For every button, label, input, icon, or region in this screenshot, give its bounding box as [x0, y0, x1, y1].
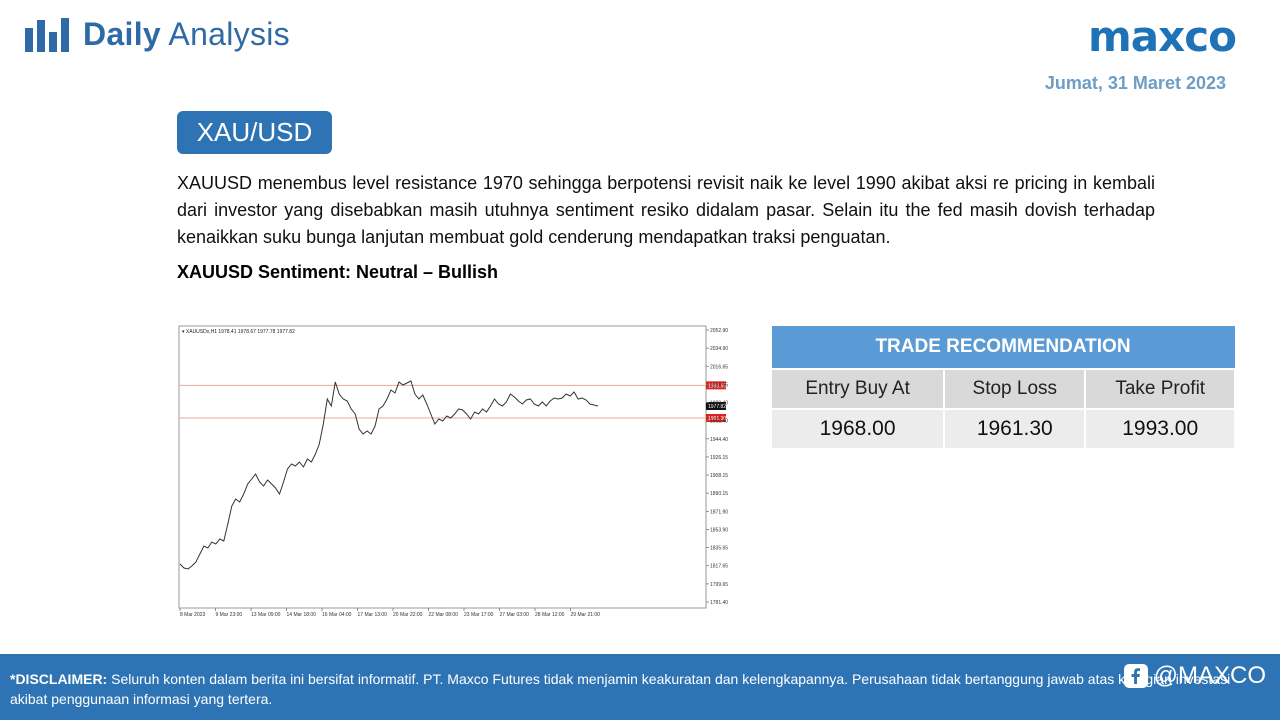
x-tick-label: 16 Mar 04:00: [322, 612, 352, 617]
entry-value: 1968.00: [769, 408, 946, 450]
chart-header: ▾ XAUUSDx,H1 1978.41 1978.67 1977.78 197…: [182, 329, 295, 335]
header-title-rest: Analysis: [168, 16, 290, 52]
brand-logo: maxco: [1088, 12, 1237, 61]
x-tick-label: 8 Mar 2023: [180, 612, 206, 617]
bar-chart-icon: [25, 17, 69, 52]
y-tick-label: 1835.65: [710, 546, 728, 552]
y-tick-label: 1871.90: [710, 509, 728, 515]
x-tick-label: 27 Mar 03:00: [500, 612, 530, 617]
price-series-line: [179, 380, 599, 570]
y-tick-label: 2016.65: [710, 364, 728, 370]
x-tick-label: 22 Mar 08:00: [429, 612, 459, 617]
header-logo: Daily Analysis: [25, 16, 290, 53]
level-tag-label: 1961.30: [708, 416, 726, 422]
x-tick-label: 28 Mar 12:00: [535, 612, 565, 617]
y-tick-label: 1926.15: [710, 455, 728, 461]
y-tick-label: 2052.90: [710, 328, 728, 334]
current-price-tag: [706, 402, 726, 410]
x-tick-label: 13 Mar 09:00: [251, 612, 281, 617]
col-take-profit: Take Profit: [1084, 368, 1236, 410]
y-tick-label: 1980.40: [710, 401, 728, 407]
chart-frame: [178, 325, 707, 609]
header-title-bold: Daily: [83, 16, 161, 52]
level-tag-label: 1998.65: [708, 383, 726, 389]
facebook-icon: [1123, 664, 1148, 688]
y-tick-label: 1998.65: [710, 382, 728, 388]
x-tick-label: 17 Mar 13:00: [358, 612, 388, 617]
y-tick-label: 1817.65: [710, 564, 728, 570]
pair-badge: XAU/USD: [177, 111, 332, 154]
report-date: Jumat, 31 Maret 2023: [1044, 73, 1226, 93]
current-price-label: 1977.82: [708, 404, 726, 410]
disclaimer-text: Seluruh konten dalam berita ini bersifat…: [10, 671, 1231, 707]
header-title: Daily Analysis: [83, 16, 290, 53]
x-tick-label: 23 Mar 17:00: [464, 612, 494, 617]
stop-loss-value: 1961.30: [943, 408, 1087, 450]
y-tick-label: 1890.15: [710, 491, 728, 497]
y-tick-label: 1799.65: [710, 582, 728, 588]
y-tick-label: 1962.40: [710, 419, 728, 425]
x-tick-label: 20 Mar 22:00: [393, 612, 423, 617]
col-stop-loss: Stop Loss: [943, 368, 1087, 410]
social-handle-box[interactable]: @MAXCO: [1123, 662, 1266, 690]
take-profit-value: 1993.00: [1084, 408, 1236, 450]
y-tick-label: 1781.40: [710, 600, 728, 606]
level-tag: [706, 381, 726, 390]
x-tick-label: 9 Mar 23:00: [216, 612, 243, 617]
footer: *DISCLAIMER: Seluruh konten dalam berita…: [0, 654, 1280, 720]
trade-title: TRADE RECOMMENDATION: [770, 325, 1236, 370]
y-tick-label: 1944.40: [710, 437, 728, 443]
level-tag: [706, 414, 726, 422]
disclaimer: *DISCLAIMER: Seluruh konten dalam berita…: [10, 669, 1240, 709]
col-entry: Entry Buy At: [769, 368, 946, 410]
x-tick-label: 29 Mar 21:00: [571, 612, 601, 617]
y-tick-label: 1908.15: [710, 473, 728, 479]
y-tick-label: 2034.90: [710, 346, 728, 352]
trade-recommendation-table: TRADE RECOMMENDATION Entry Buy At Stop L…: [769, 325, 1236, 450]
y-tick-label: 1853.90: [710, 527, 728, 533]
x-tick-label: 14 Mar 18:00: [287, 612, 317, 617]
chart-background: [178, 325, 728, 617]
social-handle: @MAXCO: [1153, 662, 1266, 689]
analysis-text: XAUUSD menembus level resistance 1970 se…: [177, 173, 1155, 247]
sentiment-text: XAUUSD Sentiment: Neutral – Bullish: [177, 262, 499, 282]
price-chart: ▾ XAUUSDx,H1 1978.41 1978.67 1977.78 197…: [178, 325, 728, 617]
disclaimer-label: *DISCLAIMER:: [10, 671, 108, 687]
